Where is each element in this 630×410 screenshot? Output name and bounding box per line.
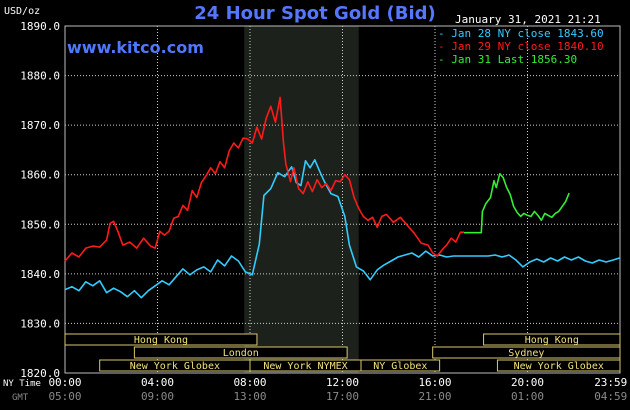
x-tick-label-2: 08:00	[233, 376, 266, 389]
market-label-2: London	[223, 348, 259, 359]
timestamp: January 31, 2021 21:21	[455, 13, 601, 26]
market-bar-3	[432, 346, 621, 359]
legend-entry-jan29-label: Jan 29 NY close 1840.10	[451, 40, 604, 53]
gmt-tick-label-2: 13:00	[233, 390, 266, 403]
legend-entry-jan28-label: Jan 28 NY close 1843.60	[451, 27, 604, 40]
y-tick-label-2: 1840.0	[20, 268, 60, 281]
legend-entry-jan31: - Jan 31 Last 1856.30	[438, 53, 578, 66]
legend-entry-jan31-label: Jan 31 Last 1856.30	[451, 53, 578, 66]
gmt-tick-label-4: 21:00	[418, 390, 451, 403]
market-label-7: New York Globex	[514, 361, 604, 372]
y-tick-label-5: 1870.0	[20, 119, 60, 132]
y-tick-label-6: 1880.0	[20, 70, 60, 83]
x-tick-label-5: 20:00	[511, 376, 544, 389]
market-label-3: Sydney	[508, 348, 544, 359]
market-label-5: New York NYMEX	[263, 361, 347, 372]
series-line-2	[463, 172, 570, 234]
legend-entry-jan29: - Jan 29 NY close 1840.10	[438, 40, 604, 53]
session-shade-rect	[244, 26, 359, 373]
y-tick-label-1: 1830.0	[20, 317, 60, 330]
series-line-0	[64, 159, 620, 299]
x-tick-label-0: 00:00	[48, 376, 81, 389]
x-tick-label-6: 23:59	[594, 376, 627, 389]
x-tick-label-4: 16:00	[418, 376, 451, 389]
nymex-session-shade	[244, 26, 359, 373]
legend-entry-jan28: - Jan 28 NY close 1843.60	[438, 27, 604, 40]
x-tick-label-3: 12:00	[326, 376, 359, 389]
row-label-gmt: GMT	[12, 393, 29, 403]
x-tick-label-1: 04:00	[141, 376, 174, 389]
row-label-ny-time: NY Time	[3, 379, 41, 389]
gmt-tick-label-3: 17:00	[326, 390, 359, 403]
legend: - Jan 28 NY close 1843.60 - Jan 29 NY cl…	[438, 27, 604, 66]
y-tick-label-3: 1850.0	[20, 218, 60, 231]
market-hours-bars: Hong Kong Hong Kong London Sydney New York G…	[64, 333, 621, 372]
gmt-tick-label-5: 01:00	[511, 390, 544, 403]
market-bar-7	[496, 359, 621, 372]
axes-labels: 1820.0 1830.0 1840.0 1850.0 1860.0 1870.0 1880…	[3, 20, 627, 403]
gmt-tick-label-0: 05:00	[48, 390, 81, 403]
market-bar-1	[483, 333, 621, 346]
website-link[interactable]: www.kitco.com	[67, 38, 204, 57]
market-bar-0	[64, 333, 258, 346]
unit-label: USD/oz	[4, 6, 41, 17]
market-label-6: NY Globex	[373, 361, 427, 372]
series-lines	[64, 96, 620, 299]
y-tick-label-4: 1860.0	[20, 169, 60, 182]
y-tick-label-0: 1820.0	[20, 367, 60, 380]
grid-lines	[64, 25, 621, 374]
market-label-1: Hong Kong	[525, 335, 579, 346]
y-tick-label-7: 1890.0	[20, 20, 60, 33]
plot-border	[64, 25, 621, 374]
market-label-0: Hong Kong	[134, 335, 188, 346]
gmt-tick-label-1: 09:00	[141, 390, 174, 403]
gmt-tick-label-6: 04:59	[594, 390, 627, 403]
market-label-4: New York Globex	[130, 361, 220, 372]
market-bar-2	[133, 346, 348, 359]
market-bar-6	[360, 359, 441, 372]
series-line-1	[64, 96, 464, 262]
